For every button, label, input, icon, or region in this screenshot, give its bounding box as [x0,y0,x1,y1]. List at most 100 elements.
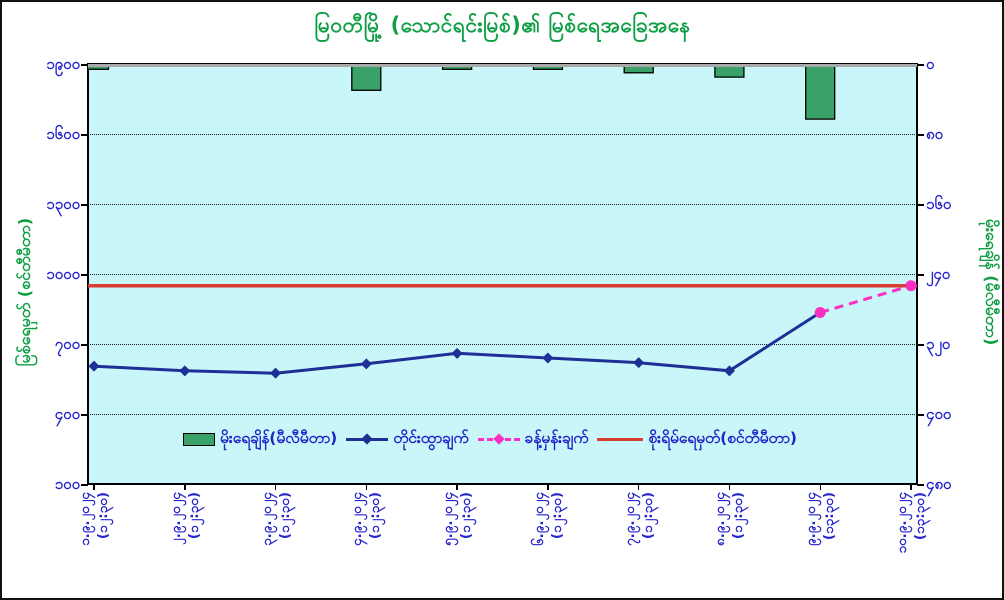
x-label-date: ၇.၉.၂၀၂၄ [621,492,638,546]
forecast-line [819,284,912,314]
measured-line [93,311,822,375]
measured-point [360,358,372,370]
x-label-time: (၁၃:၃၀) [820,492,837,541]
x-axis-tick [910,484,912,490]
left-axis-tick-label: ၁၃၀၀ [46,195,80,213]
right-axis-tick-label: ၁၆၀ [926,195,952,213]
legend-label: တိုင်းထွာချက် [393,428,469,447]
left-axis-tick [81,344,88,346]
left-axis-tick [81,274,88,276]
measured-point [633,357,645,369]
legend-label: မိုးရေချိန်(မီလီမီတာ) [220,428,338,447]
measured-point [179,365,191,377]
measured-point [451,347,463,359]
x-label-date: ၈.၉.၂၀၂၄ [712,492,729,547]
right-axis-tick-label: ၀ [926,55,935,73]
x-label-time: (၁၂:၃၀) [729,492,746,540]
rainfall-bar [351,64,382,91]
forecast-point [905,280,917,292]
left-axis-tick-label: ၁၀၀ [54,475,80,493]
left-axis-tick [81,204,88,206]
right-axis-tick [917,414,924,416]
diamond-marker-icon [492,433,505,445]
x-label-time: (၁၃:၃၀) [911,492,928,541]
x-label-time: (၁၂:၃၀) [94,492,111,540]
x-label-time: (၁၂:၃၀) [457,492,474,540]
chart-title: မြဝတီမြို့ (သောင်ရင်းမြစ်)၏ မြစ်ရေအခြေအန… [314,13,691,37]
right-axis-tick [917,484,924,486]
right-axis-tick-label: ၄၀၀ [926,405,952,423]
gridline [88,414,917,415]
x-axis-tick [456,484,458,490]
right-axis-tick [917,134,924,136]
x-label-time: (၁၂:၃၀) [185,492,202,540]
plot-top-axis [88,64,917,67]
gridline [88,204,917,205]
x-axis-tick-label: ၅.၉.၂၀၂၄ (၁၂:၃၀) [440,492,476,592]
chart-legend: မိုးရေချိန်(မီလီမီတာ) တိုင်းထွာချက် ခန့်… [183,427,797,451]
x-axis-tick-label: ၈.၉.၂၀၂၄ (၁၂:၃၀) [712,492,748,592]
x-label-time: (၁၂:၃၀) [548,492,565,540]
right-axis-tick-label: ၄၈၀ [926,475,952,493]
gridline [88,274,917,275]
left-axis-tick-label: ၇၀၀ [54,335,80,353]
right-axis-title: မိုးရေချိန် (မီလီမီတာ) [982,218,1001,346]
legend-item-rainfall: မိုးရေချိန်(မီလီမီတာ) [183,428,337,451]
right-axis-tick-label: ၂၄၀ [926,265,951,283]
legend-item-danger-level: စိုးရိမ်ရေမှတ်(စင်တီမီတာ) [597,428,797,451]
x-label-date: ၂.၉.၂၀၂၄ [167,492,184,545]
left-axis-tick [81,64,88,66]
danger-line-swatch-icon [597,437,644,441]
legend-item-forecast: ခန့်မှန်းချက် [477,428,589,451]
x-axis-tick-label: ၉.၉.၂၀၂၄ (၁၃:၃၀) [803,492,839,592]
x-axis-tick [637,484,640,490]
left-axis-tick-label: ၁၆၀၀ [46,125,80,143]
gridline [88,344,917,345]
line-series-layer [88,280,917,379]
x-axis-tick-label: ၆.၉.၂၀၂၄ (၁၂:၃၀) [531,492,567,592]
x-axis-tick-label: ၁၀.၉.၂၀၂၄ (၁၃:၃၀) [894,492,930,592]
right-axis-tick [917,344,924,346]
forecast-line-swatch-icon [477,433,520,445]
x-axis-tick-label: ၃.၉.၂၀၂၄ (၁၂:၃၀) [259,492,295,592]
x-axis-tick [819,484,821,490]
rainfall-bar [623,64,654,74]
x-label-time: (၁၂:၃၀) [639,492,656,540]
x-axis-tick [93,484,95,490]
right-axis-tick-label: ၈၀ [926,125,944,143]
x-axis-tick-label: ၂.၉.၂၀၂၄ (၁၂:၃၀) [168,492,204,592]
diamond-marker-icon [361,433,373,445]
rainfall-bar [714,64,745,78]
gridline [88,134,917,135]
forecast-point [814,307,826,318]
x-axis-tick [184,484,186,490]
measured-point [542,352,554,364]
left-axis-tick [81,134,88,136]
x-label-date: ၆.၉.၂၀၂၄ [530,492,547,546]
left-axis-tick [81,414,88,416]
rainfall-bar [805,64,836,120]
right-axis-tick [917,64,924,66]
x-axis-tick-label: ၄.၉.၂၀၂၄ (၁၂:၃၀) [349,492,385,592]
x-label-date: ၃.၉.၂၀၂၄ [258,492,275,546]
x-axis-tick-label: ၇.၉.၂၀၂၄ (၁၂:၃၀) [622,492,658,592]
left-axis-title: မြစ်ရေမှတ် (စင်တီမီတာ) [15,217,34,367]
legend-label: ခန့်မှန်းချက် [524,428,589,447]
legend-item-measured: တိုင်းထွာချက် [346,428,469,451]
right-axis-tick [917,274,924,276]
x-axis-tick [547,484,549,490]
x-axis-tick [274,484,277,490]
x-label-date: ၁၀.၉.၂၀၂၄ [894,492,910,554]
x-label-date: ၁.၉.၂၀၂၄ [77,492,93,546]
x-label-date: ၄.၉.၂၀၂၄ [349,492,366,546]
x-label-time: (၁၂:၃၀) [366,492,383,540]
right-axis-tick [917,204,924,206]
x-label-time: (၁၂:၃၀) [276,492,293,540]
legend-label: စိုးရိမ်ရေမှတ်(စင်တီမီတာ) [648,428,797,447]
rainfall-swatch-icon [183,432,215,446]
left-axis-tick [81,484,88,486]
measured-line-swatch-icon [346,433,389,445]
measured-point [270,367,282,379]
x-axis-tick [728,484,731,490]
measured-point [88,360,100,372]
